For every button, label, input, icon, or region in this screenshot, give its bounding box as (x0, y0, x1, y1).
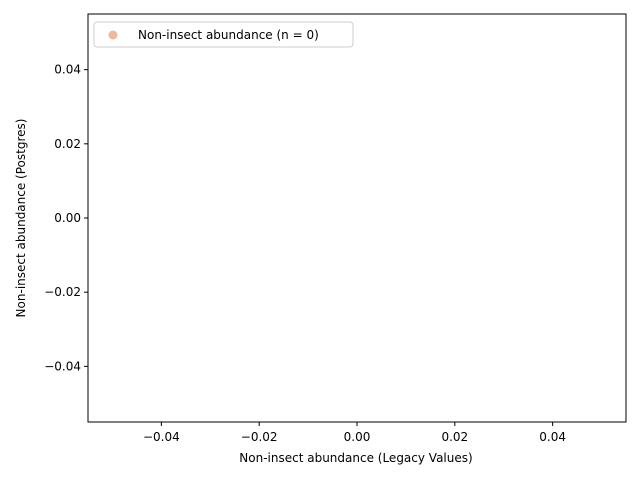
x-tick-label: 0.00 (344, 430, 371, 444)
legend-box (93, 21, 354, 48)
x-axis: −0.04 −0.02 0.00 0.02 0.04 (143, 422, 566, 444)
legend-label: Non-insect abundance (n = 0) (138, 28, 319, 42)
y-tick-label: −0.02 (44, 285, 81, 299)
y-tick-label: −0.04 (44, 359, 81, 373)
x-tick-label: 0.02 (441, 430, 468, 444)
legend-marker-icon (108, 30, 118, 40)
y-axis: −0.04 −0.02 0.00 0.02 0.04 (44, 63, 88, 373)
legend: Non-insect abundance (n = 0) (93, 21, 354, 48)
y-tick-label: 0.02 (54, 137, 81, 151)
x-tick-label: −0.02 (241, 430, 278, 444)
x-tick-label: −0.04 (143, 430, 180, 444)
x-tick-label: 0.04 (539, 430, 566, 444)
y-tick-label: 0.00 (54, 211, 81, 225)
plot-area (87, 13, 627, 423)
y-axis-label: Non-insect abundance (Postgres) (14, 119, 28, 318)
y-tick-label: 0.04 (54, 63, 81, 77)
x-axis-label: Non-insect abundance (Legacy Values) (239, 451, 472, 465)
